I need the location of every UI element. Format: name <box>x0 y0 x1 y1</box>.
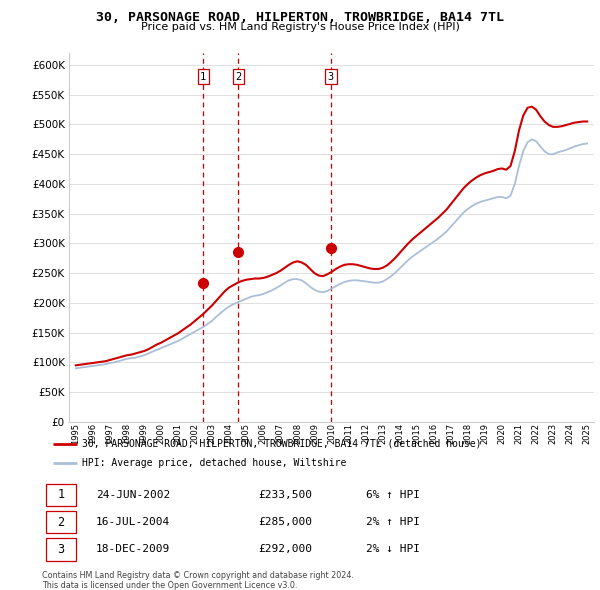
Text: 6% ↑ HPI: 6% ↑ HPI <box>366 490 420 500</box>
Text: 30, PARSONAGE ROAD, HILPERTON, TROWBRIDGE, BA14 7TL (detached house): 30, PARSONAGE ROAD, HILPERTON, TROWBRIDG… <box>83 439 482 449</box>
Text: HPI: Average price, detached house, Wiltshire: HPI: Average price, detached house, Wilt… <box>83 458 347 468</box>
Text: 24-JUN-2002: 24-JUN-2002 <box>96 490 170 500</box>
Text: £285,000: £285,000 <box>258 517 312 527</box>
Text: Price paid vs. HM Land Registry's House Price Index (HPI): Price paid vs. HM Land Registry's House … <box>140 22 460 32</box>
Text: 2: 2 <box>235 72 242 82</box>
Bar <box>46 484 76 506</box>
Text: 16-JUL-2004: 16-JUL-2004 <box>96 517 170 527</box>
Text: 1: 1 <box>58 489 65 502</box>
Text: £233,500: £233,500 <box>258 490 312 500</box>
Text: 3: 3 <box>58 543 65 556</box>
Text: 3: 3 <box>328 72 334 82</box>
Text: 30, PARSONAGE ROAD, HILPERTON, TROWBRIDGE, BA14 7TL: 30, PARSONAGE ROAD, HILPERTON, TROWBRIDG… <box>96 11 504 24</box>
Text: 2: 2 <box>58 516 65 529</box>
Bar <box>46 511 76 533</box>
Text: 2% ↓ HPI: 2% ↓ HPI <box>366 545 420 555</box>
Text: 18-DEC-2009: 18-DEC-2009 <box>96 545 170 555</box>
Text: £292,000: £292,000 <box>258 545 312 555</box>
Bar <box>46 538 76 560</box>
Text: 2% ↑ HPI: 2% ↑ HPI <box>366 517 420 527</box>
Text: Contains HM Land Registry data © Crown copyright and database right 2024.
This d: Contains HM Land Registry data © Crown c… <box>42 571 354 590</box>
Text: 1: 1 <box>200 72 206 82</box>
